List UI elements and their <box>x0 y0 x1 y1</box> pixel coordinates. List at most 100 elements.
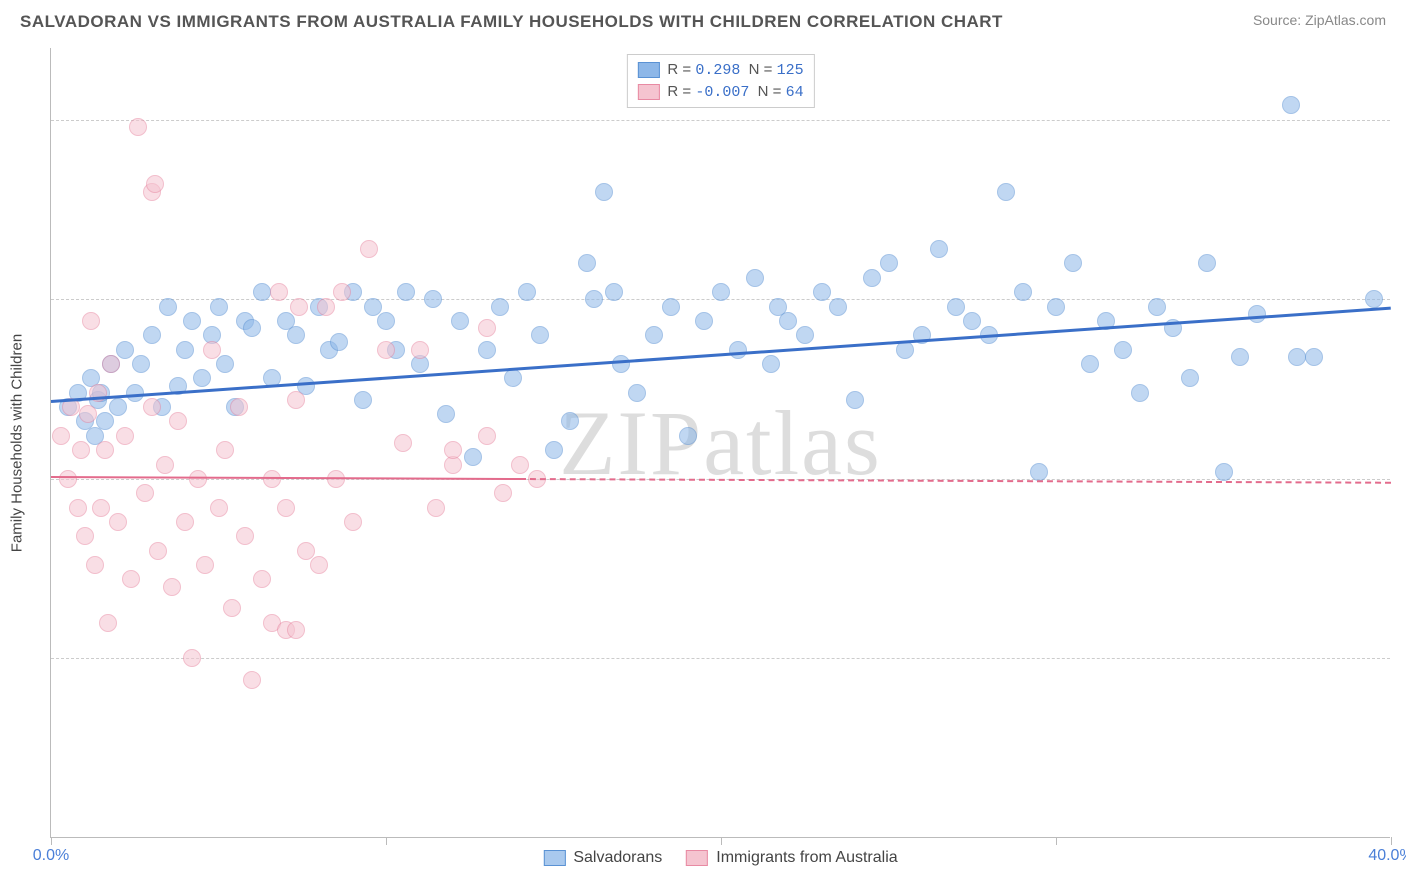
data-point <box>377 341 395 359</box>
legend-stats: R = -0.007 N = 64 <box>667 83 803 101</box>
data-point <box>136 484 154 502</box>
data-point <box>143 398 161 416</box>
data-point <box>364 298 382 316</box>
data-point <box>79 405 97 423</box>
data-point <box>729 341 747 359</box>
data-point <box>478 427 496 445</box>
data-point <box>1231 348 1249 366</box>
data-point <box>1365 290 1383 308</box>
data-point <box>216 441 234 459</box>
data-point <box>287 326 305 344</box>
data-point <box>287 621 305 639</box>
data-point <box>156 456 174 474</box>
data-point <box>59 470 77 488</box>
x-tick <box>1391 837 1392 845</box>
data-point <box>504 369 522 387</box>
data-point <box>163 578 181 596</box>
data-point <box>424 290 442 308</box>
data-point <box>1288 348 1306 366</box>
data-point <box>1282 96 1300 114</box>
data-point <box>813 283 831 301</box>
data-point <box>69 499 87 517</box>
data-point <box>159 298 177 316</box>
data-point <box>96 441 114 459</box>
data-point <box>1248 305 1266 323</box>
gridline <box>51 658 1390 659</box>
data-point <box>146 175 164 193</box>
x-tick-label: 0.0% <box>33 847 69 865</box>
legend-stats: R = 0.298 N = 125 <box>667 61 803 79</box>
data-point <box>1148 298 1166 316</box>
data-point <box>427 499 445 517</box>
data-point <box>444 441 462 459</box>
data-point <box>82 312 100 330</box>
data-point <box>169 412 187 430</box>
x-tick-label: 40.0% <box>1368 847 1406 865</box>
data-point <box>947 298 965 316</box>
data-point <box>109 513 127 531</box>
data-point <box>109 398 127 416</box>
legend-label: Immigrants from Australia <box>716 849 897 867</box>
data-point <box>880 254 898 272</box>
data-point <box>1064 254 1082 272</box>
data-point <box>545 441 563 459</box>
data-point <box>203 341 221 359</box>
data-point <box>196 556 214 574</box>
data-point <box>1181 369 1199 387</box>
data-point <box>270 283 288 301</box>
data-point <box>1114 341 1132 359</box>
legend-item: Immigrants from Australia <box>686 849 897 867</box>
data-point <box>193 369 211 387</box>
chart-title: SALVADORAN VS IMMIGRANTS FROM AUSTRALIA … <box>20 12 1003 32</box>
gridline <box>51 120 1390 121</box>
data-point <box>846 391 864 409</box>
data-point <box>344 513 362 531</box>
x-tick <box>721 837 722 845</box>
x-tick <box>1056 837 1057 845</box>
data-point <box>76 527 94 545</box>
data-point <box>360 240 378 258</box>
data-point <box>149 542 167 560</box>
data-point <box>333 283 351 301</box>
data-point <box>92 499 110 517</box>
data-point <box>287 391 305 409</box>
data-point <box>96 412 114 430</box>
data-point <box>183 649 201 667</box>
data-point <box>86 556 104 574</box>
data-point <box>437 405 455 423</box>
data-point <box>377 312 395 330</box>
data-point <box>478 319 496 337</box>
data-point <box>1030 463 1048 481</box>
data-point <box>997 183 1015 201</box>
data-point <box>189 470 207 488</box>
data-point <box>330 333 348 351</box>
legend-swatch <box>686 850 708 866</box>
data-point <box>122 570 140 588</box>
legend-row: R = 0.298 N = 125 <box>637 59 803 81</box>
data-point <box>451 312 469 330</box>
data-point <box>531 326 549 344</box>
data-point <box>561 412 579 430</box>
data-point <box>712 283 730 301</box>
data-point <box>478 341 496 359</box>
data-point <box>1305 348 1323 366</box>
data-point <box>132 355 150 373</box>
source-label: Source: ZipAtlas.com <box>1253 12 1386 28</box>
data-point <box>628 384 646 402</box>
y-axis-label: Family Households with Children <box>9 333 26 551</box>
data-point <box>585 290 603 308</box>
legend-row: R = -0.007 N = 64 <box>637 81 803 103</box>
x-tick <box>51 837 52 845</box>
data-point <box>863 269 881 287</box>
data-point <box>1014 283 1032 301</box>
data-point <box>243 319 261 337</box>
data-point <box>176 513 194 531</box>
data-point <box>829 298 847 316</box>
data-point <box>411 341 429 359</box>
legend-swatch <box>543 850 565 866</box>
x-tick <box>386 837 387 845</box>
data-point <box>518 283 536 301</box>
data-point <box>236 527 254 545</box>
legend-item: Salvadorans <box>543 849 662 867</box>
data-point <box>210 499 228 517</box>
